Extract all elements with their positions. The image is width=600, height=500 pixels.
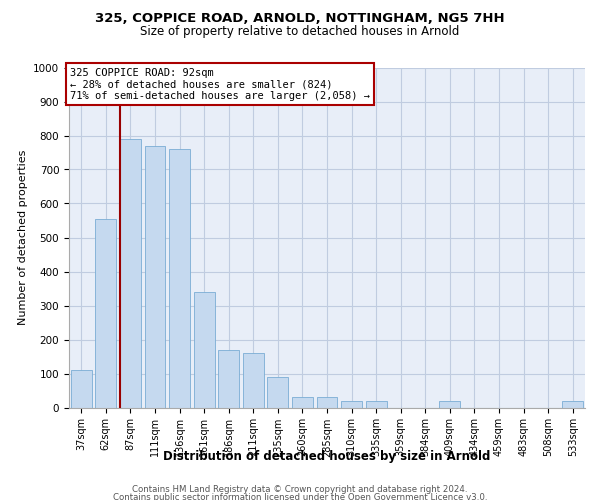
Text: Contains HM Land Registry data © Crown copyright and database right 2024.: Contains HM Land Registry data © Crown c… bbox=[132, 485, 468, 494]
Bar bbox=[194, 292, 215, 408]
Y-axis label: Number of detached properties: Number of detached properties bbox=[17, 150, 28, 325]
Bar bbox=[292, 398, 313, 407]
Bar bbox=[268, 377, 289, 408]
Bar bbox=[218, 350, 239, 408]
Bar bbox=[317, 398, 337, 407]
Bar bbox=[341, 400, 362, 407]
Bar bbox=[562, 400, 583, 407]
Text: 325, COPPICE ROAD, ARNOLD, NOTTINGHAM, NG5 7HH: 325, COPPICE ROAD, ARNOLD, NOTTINGHAM, N… bbox=[95, 12, 505, 26]
Text: Distribution of detached houses by size in Arnold: Distribution of detached houses by size … bbox=[163, 450, 491, 463]
Text: 325 COPPICE ROAD: 92sqm
← 28% of detached houses are smaller (824)
71% of semi-d: 325 COPPICE ROAD: 92sqm ← 28% of detache… bbox=[70, 68, 370, 100]
Bar bbox=[95, 219, 116, 408]
Bar bbox=[71, 370, 92, 408]
Bar bbox=[365, 400, 386, 407]
Bar bbox=[169, 149, 190, 407]
Bar bbox=[120, 139, 141, 407]
Bar bbox=[243, 353, 264, 408]
Bar bbox=[439, 400, 460, 407]
Text: Contains public sector information licensed under the Open Government Licence v3: Contains public sector information licen… bbox=[113, 493, 487, 500]
Bar bbox=[145, 146, 166, 408]
Text: Size of property relative to detached houses in Arnold: Size of property relative to detached ho… bbox=[140, 25, 460, 38]
